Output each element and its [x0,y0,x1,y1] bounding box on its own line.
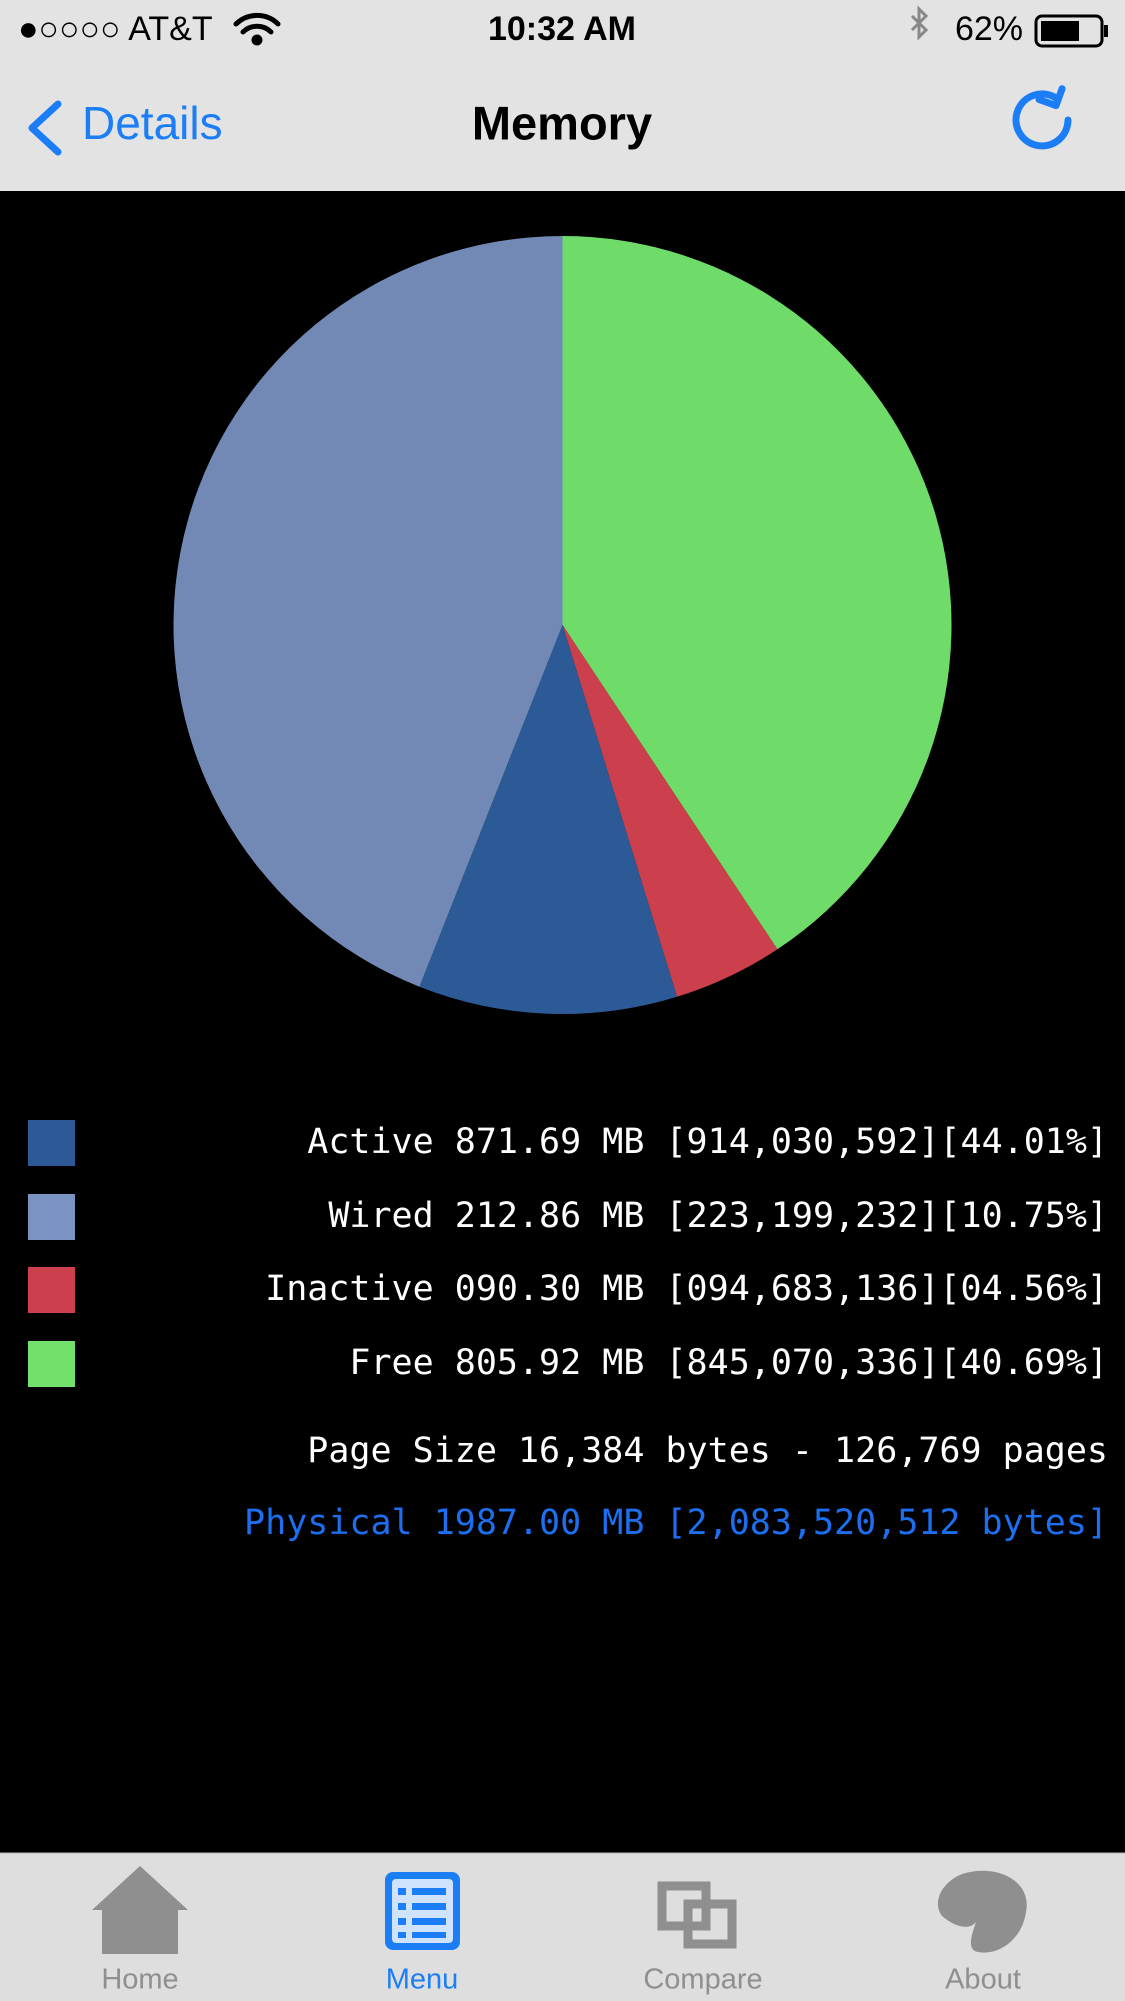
pie-slice [419,625,677,1014]
legend-label: Active 871.69 MB [914,030,592][44.01%] [307,1122,1108,1162]
pie-slice [562,236,952,950]
wifi-icon [233,12,281,46]
tab-bar [0,1853,1125,2001]
menu-tab[interactable]: Menu [385,1872,460,1996]
legend-swatch [28,1120,75,1166]
legend-swatch [28,1194,75,1240]
pie-slice [173,236,563,987]
battery-percent: 62% [955,10,1023,48]
pie-slice [562,625,778,997]
tab-label[interactable]: Compare [643,1964,762,1996]
compare-tab[interactable]: Compare [643,1881,763,1996]
battery-icon [1034,14,1108,48]
tab-label[interactable]: Menu [386,1964,459,1996]
tab-label[interactable]: About [945,1964,1021,1996]
page-size: Page Size 16,384 bytes - 126,769 pages [307,1431,1108,1471]
physical-memory: Physical 1987.00 MB [2,083,520,512 bytes… [244,1503,1108,1543]
nav-title: Memory [472,96,652,149]
clock: 10:32 AM [488,10,636,48]
legend: Active 871.69 MB [914,030,592][44.01%] Wi… [28,1120,1108,1387]
legend-label: Wired 212.86 MB [223,199,232][10.75%] [328,1196,1108,1236]
tab-label[interactable]: Home [101,1964,178,1996]
pie-chart [173,236,952,1014]
legend-swatch [28,1267,75,1313]
legend-label: Free 805.92 MB [845,070,336][40.69%] [349,1343,1108,1383]
back-button[interactable]: Details [28,97,223,156]
bluetooth-icon [910,5,929,41]
legend-label: Inactive 090.30 MB [094,683,136][04.56%] [265,1269,1108,1309]
about-tab[interactable]: About [937,1870,1027,1996]
back-label[interactable]: Details [82,97,223,149]
legend-swatch [28,1341,75,1387]
header-background [0,0,1125,191]
carrier: ●○○○○ AT&T [18,10,213,48]
refresh-button[interactable] [1012,83,1072,150]
home-tab[interactable]: Home [92,1866,188,1996]
